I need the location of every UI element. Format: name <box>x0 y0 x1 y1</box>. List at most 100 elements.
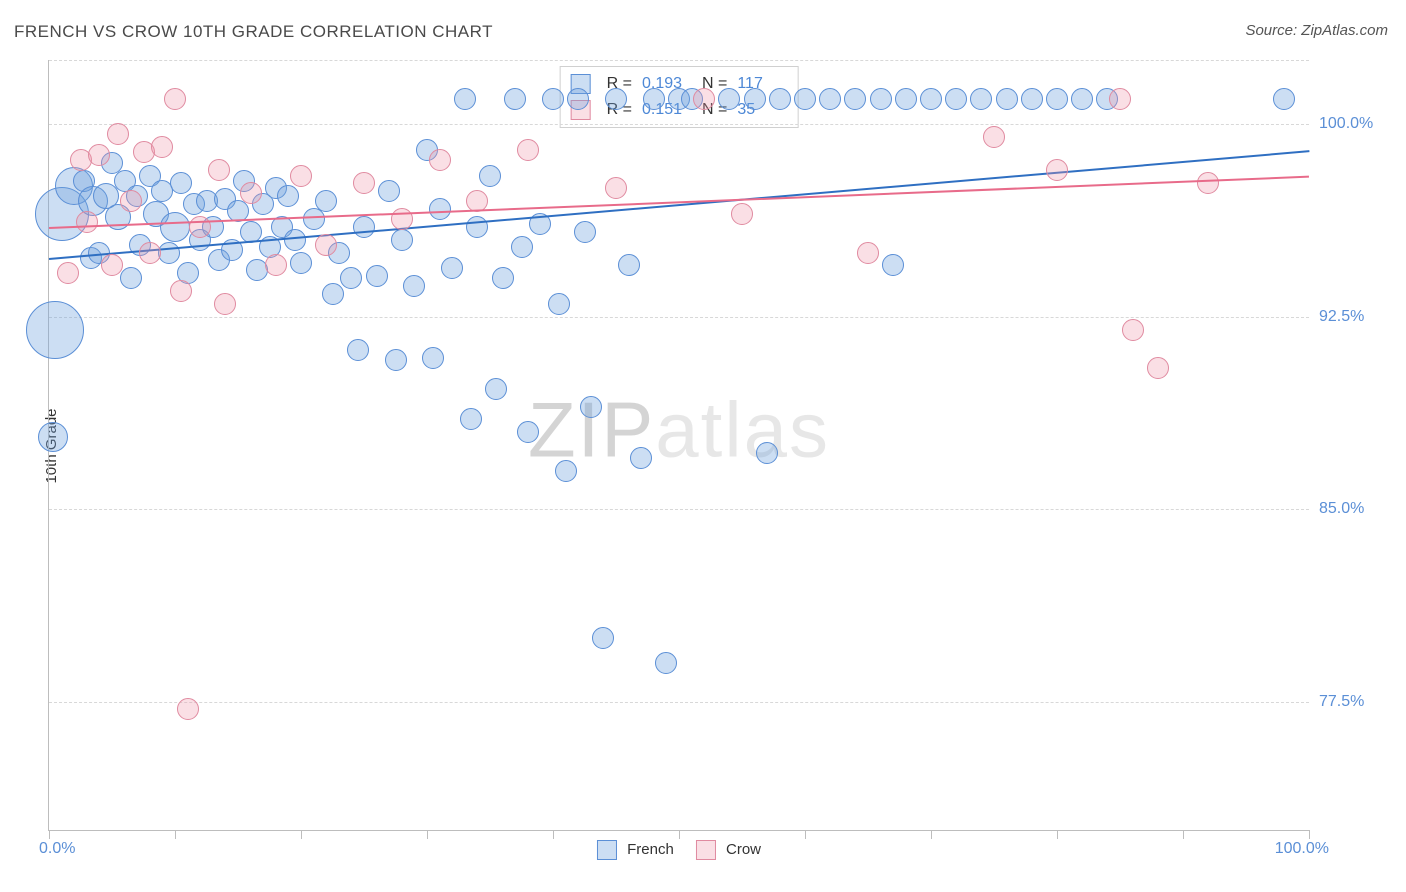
data-point-french <box>970 88 992 110</box>
data-point-french <box>895 88 917 110</box>
data-point-french <box>466 216 488 238</box>
data-point-french <box>618 254 640 276</box>
data-point-french <box>391 229 413 251</box>
x-tick <box>805 830 806 839</box>
data-point-crow <box>315 234 337 256</box>
gridline <box>49 702 1309 703</box>
series-legend-item-crow: Crow <box>696 840 761 860</box>
data-point-crow <box>857 242 879 264</box>
data-point-french <box>655 652 677 674</box>
data-point-crow <box>107 123 129 145</box>
data-point-french <box>920 88 942 110</box>
data-point-crow <box>731 203 753 225</box>
data-point-french <box>441 257 463 279</box>
data-point-crow <box>57 262 79 284</box>
data-point-french <box>378 180 400 202</box>
series-legend-item-french: French <box>597 840 674 860</box>
data-point-french <box>542 88 564 110</box>
series-legend: French Crow <box>597 840 761 860</box>
watermark: ZIPatlas <box>528 384 830 475</box>
data-point-french <box>996 88 1018 110</box>
data-point-french <box>555 460 577 482</box>
data-point-crow <box>1122 319 1144 341</box>
data-point-crow <box>139 242 161 264</box>
data-point-crow <box>1197 172 1219 194</box>
data-point-french <box>403 275 425 297</box>
series-label-french: French <box>627 841 674 858</box>
series-swatch-french <box>597 840 617 860</box>
data-point-french <box>385 349 407 371</box>
x-tick <box>1183 830 1184 839</box>
data-point-french <box>882 254 904 276</box>
data-point-french <box>1071 88 1093 110</box>
data-point-french <box>592 627 614 649</box>
scatter-plot-area: ZIPatlas R = 0.193 N = 117 R = 0.151 N =… <box>48 60 1309 831</box>
data-point-crow <box>76 211 98 233</box>
y-tick-label: 77.5% <box>1319 693 1389 711</box>
data-point-crow <box>170 280 192 302</box>
data-point-crow <box>429 149 451 171</box>
x-tick <box>931 830 932 839</box>
data-point-crow <box>177 698 199 720</box>
gridline <box>49 509 1309 510</box>
data-point-french <box>353 216 375 238</box>
data-point-crow <box>1046 159 1068 181</box>
data-point-french <box>605 88 627 110</box>
series-label-crow: Crow <box>726 841 761 858</box>
data-point-french <box>429 198 451 220</box>
data-point-french <box>120 267 142 289</box>
data-point-french <box>580 396 602 418</box>
data-point-french <box>630 447 652 469</box>
y-tick-label: 100.0% <box>1319 115 1389 133</box>
x-axis-min-label: 0.0% <box>39 840 75 858</box>
data-point-crow <box>353 172 375 194</box>
data-point-french <box>322 283 344 305</box>
data-point-french <box>290 252 312 274</box>
x-tick <box>175 830 176 839</box>
data-point-crow <box>214 293 236 315</box>
data-point-french <box>819 88 841 110</box>
data-point-french <box>511 236 533 258</box>
x-axis-max-label: 100.0% <box>1275 840 1329 858</box>
data-point-french <box>504 88 526 110</box>
data-point-french <box>485 378 507 400</box>
x-tick <box>49 830 50 839</box>
x-tick <box>301 830 302 839</box>
y-tick-label: 85.0% <box>1319 500 1389 518</box>
data-point-french <box>38 422 68 452</box>
data-point-crow <box>693 88 715 110</box>
data-point-crow <box>983 126 1005 148</box>
x-tick <box>1309 830 1310 839</box>
data-point-french <box>1046 88 1068 110</box>
data-point-french <box>347 339 369 361</box>
data-point-french <box>769 88 791 110</box>
gridline <box>49 124 1309 125</box>
data-point-french <box>643 88 665 110</box>
data-point-french <box>567 88 589 110</box>
data-point-french <box>340 267 362 289</box>
data-point-crow <box>605 177 627 199</box>
data-point-crow <box>208 159 230 181</box>
data-point-french <box>794 88 816 110</box>
data-point-crow <box>88 144 110 166</box>
data-point-crow <box>151 136 173 158</box>
data-point-french <box>158 242 180 264</box>
data-point-french <box>315 190 337 212</box>
data-point-crow <box>1147 357 1169 379</box>
data-point-crow <box>120 190 142 212</box>
data-point-french <box>284 229 306 251</box>
data-point-french <box>26 301 84 359</box>
data-point-crow <box>101 254 123 276</box>
data-point-french <box>366 265 388 287</box>
data-point-crow <box>517 139 539 161</box>
data-point-crow <box>290 165 312 187</box>
data-point-french <box>1021 88 1043 110</box>
data-point-crow <box>164 88 186 110</box>
data-point-crow <box>240 182 262 204</box>
data-point-french <box>870 88 892 110</box>
data-point-french <box>844 88 866 110</box>
data-point-french <box>718 88 740 110</box>
gridline <box>49 60 1309 61</box>
chart-title: FRENCH VS CROW 10TH GRADE CORRELATION CH… <box>14 22 493 42</box>
series-swatch-crow <box>696 840 716 860</box>
